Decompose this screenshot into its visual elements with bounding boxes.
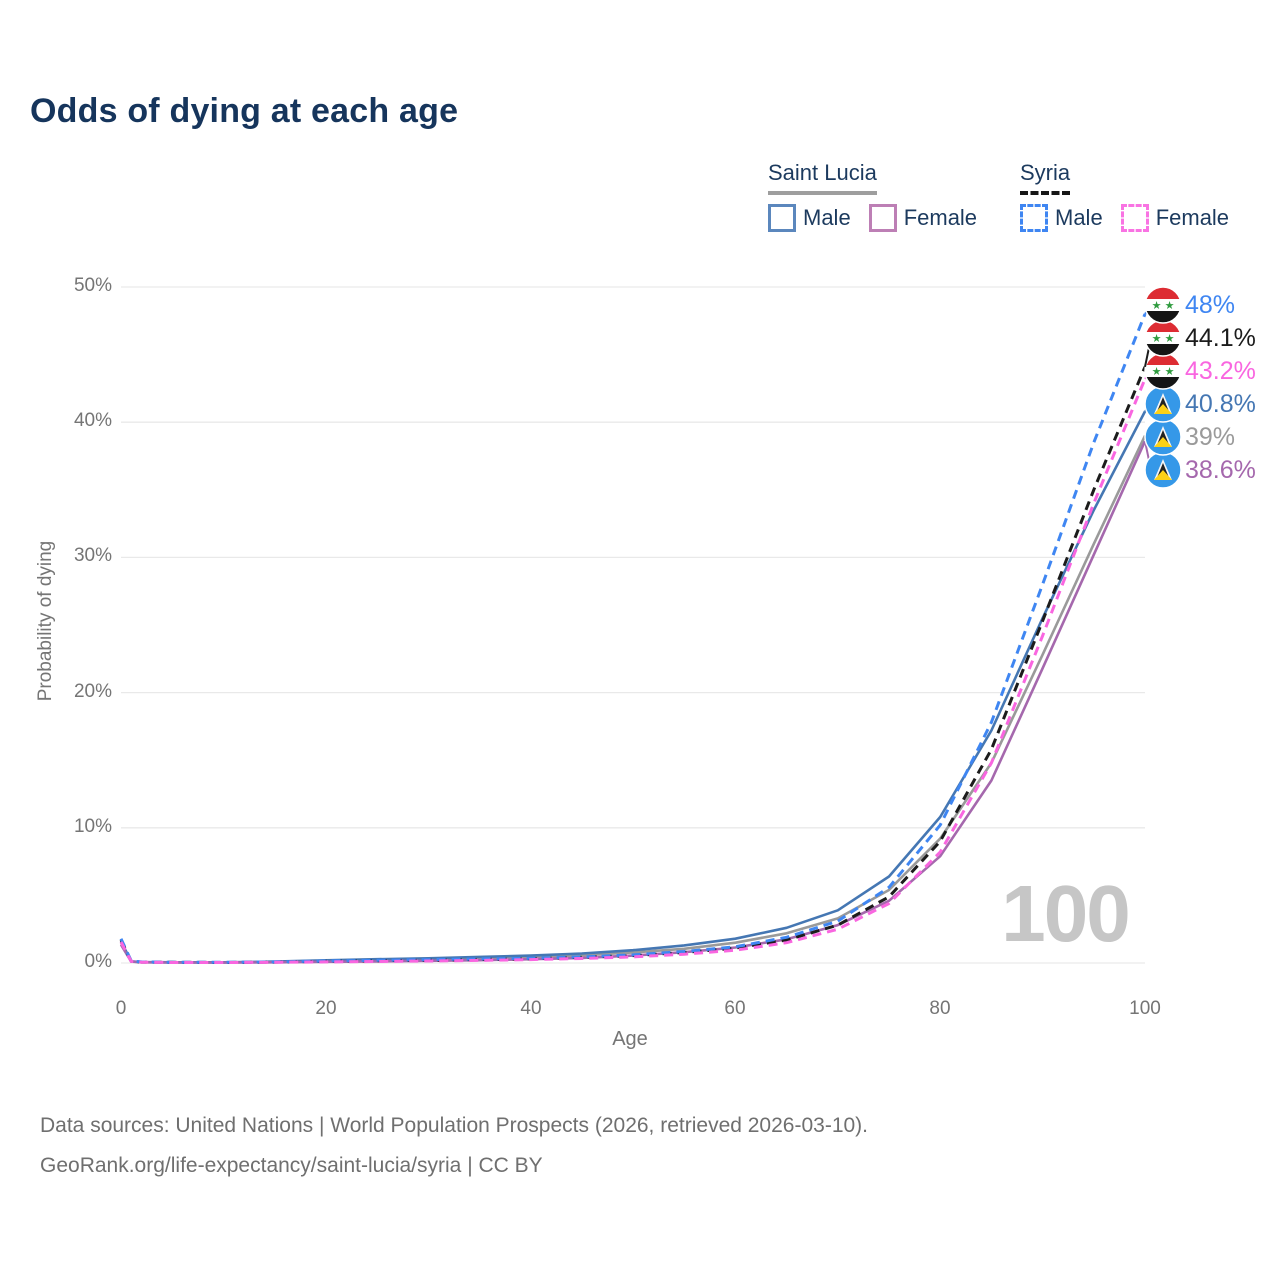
page-title: Odds of dying at each age (30, 92, 459, 130)
syria-flag-icon: ★ ★ (1144, 352, 1182, 390)
solid-blue-swatch-icon (768, 204, 796, 232)
x-tick-80: 80 (929, 998, 951, 1019)
hover-age-indicator: 100 (1001, 869, 1130, 958)
legend-row: Male Female (1020, 204, 1247, 232)
x-tick-40: 40 (520, 998, 542, 1019)
x-axis-title: Age (612, 1028, 648, 1050)
end-label-syria-total: 44.1% (1185, 324, 1256, 352)
svg-text:★: ★ (1165, 365, 1175, 378)
y-tick-10: 10% (73, 816, 112, 837)
x-tick-20: 20 (315, 998, 337, 1019)
legend-country-syria: Syria (1020, 160, 1071, 195)
end-label-saint-lucia-total: 39% (1185, 423, 1236, 451)
end-label-saint-lucia-female: 38.6% (1185, 456, 1256, 484)
svg-text:★: ★ (1152, 332, 1162, 345)
y-tick-30: 30% (73, 545, 112, 566)
legend-item-syria-male[interactable]: Male (1020, 204, 1103, 232)
svg-text:★: ★ (1165, 299, 1175, 312)
footer: Data sources: United Nations | World Pop… (40, 1106, 868, 1186)
saint-lucia-flag-icon (1144, 418, 1182, 456)
data-sources-text: Data sources: United Nations | World Pop… (40, 1114, 869, 1137)
end-label-saint-lucia-male: 40.8% (1185, 390, 1256, 418)
legend-country-saint-lucia: Saint Lucia (768, 160, 877, 195)
y-tick-0: 0% (84, 951, 112, 972)
series-line-saint-lucia-female (119, 440, 1147, 964)
solid-purple-swatch-icon (868, 204, 897, 232)
y-tick-20: 20% (73, 681, 112, 702)
syria-flag-icon: ★ ★ (1144, 286, 1182, 324)
series-line-syria-male (119, 313, 1147, 964)
attribution-text: GeoRank.org/life-expectancy/saint-lucia/… (40, 1154, 543, 1177)
legend-item-label: Female (903, 205, 978, 230)
legend-item-label: Female (1155, 205, 1230, 230)
svg-text:★: ★ (1152, 365, 1162, 378)
series-line-syria-total (119, 366, 1147, 964)
x-tick-100: 100 (1129, 998, 1161, 1019)
svg-text:★: ★ (1165, 332, 1175, 345)
legend-row: Male Female (768, 204, 995, 232)
syria-flag-icon: ★ ★ (1144, 319, 1182, 357)
legend-item-saint-lucia-female[interactable]: Female (868, 204, 978, 232)
legend-item-saint-lucia-male[interactable]: Male (768, 204, 851, 232)
series-line-saint-lucia-total (119, 435, 1147, 964)
legend-item-syria-female[interactable]: Female (1120, 204, 1230, 232)
legend-group-saint-lucia: Saint Lucia Male Female (768, 160, 995, 232)
legend-item-label: Male (803, 205, 851, 230)
legend-item-label: Male (1055, 205, 1103, 230)
end-label-syria-female: 43.2% (1185, 357, 1256, 385)
y-tick-40: 40% (73, 410, 112, 431)
series-line-saint-lucia-male (119, 410, 1147, 964)
x-tick-0: 0 (115, 998, 127, 1019)
x-tick-60: 60 (724, 998, 746, 1019)
legend-group-syria: Syria Male Female (1020, 160, 1247, 232)
series-line-syria-female (119, 378, 1147, 964)
dashed-pink-swatch-icon (1120, 204, 1149, 232)
saint-lucia-flag-icon (1144, 385, 1182, 423)
end-label-syria-male: 48% (1185, 291, 1236, 319)
saint-lucia-flag-icon (1144, 451, 1182, 489)
y-tick-50: 50% (73, 275, 112, 296)
svg-text:★: ★ (1152, 299, 1162, 312)
dashed-blue-swatch-icon (1020, 204, 1048, 232)
